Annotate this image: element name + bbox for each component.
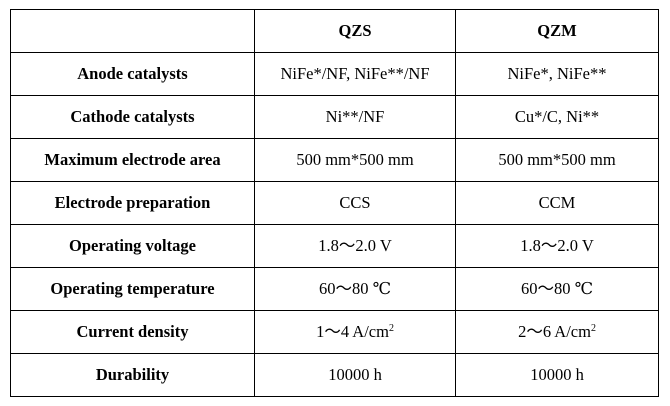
table-row: Durability 10000 h 10000 h — [10, 353, 659, 397]
cell-qzs-electrode-preparation: CCS — [254, 181, 456, 225]
cell-qzm-current-density: 2～6 A/cm2 — [455, 310, 659, 354]
header-qzm: QZM — [455, 9, 659, 53]
cell-qzm-cathode-catalysts: Cu*/C, Ni** — [455, 95, 659, 139]
row-label-electrode-preparation: Electrode preparation — [10, 181, 255, 225]
table-row: Current density 1～4 A/cm2 2～6 A/cm2 — [10, 310, 659, 354]
table-row: Electrode preparation CCS CCM — [10, 181, 659, 225]
table-row: Operating voltage 1.8～2.0 V 1.8～2.0 V — [10, 224, 659, 268]
table-header-row: QZS QZM — [10, 9, 659, 53]
cell-qzs-current-density: 1～4 A/cm2 — [254, 310, 456, 354]
cell-qzm-anode-catalysts: NiFe*, NiFe** — [455, 52, 659, 96]
cell-qzm-operating-voltage: 1.8～2.0 V — [455, 224, 659, 268]
cell-qzs-maximum-electrode-area: 500 mm*500 mm — [254, 138, 456, 182]
table-row: Operating temperature 60～80 ℃ 60～80 ℃ — [10, 267, 659, 311]
cell-qzm-maximum-electrode-area: 500 mm*500 mm — [455, 138, 659, 182]
superscript-exponent: 2 — [388, 322, 394, 334]
header-corner-cell — [10, 9, 255, 53]
table-row: Cathode catalysts Ni**/NF Cu*/C, Ni** — [10, 95, 659, 139]
cell-qzm-operating-temperature: 60～80 ℃ — [455, 267, 659, 311]
row-label-anode-catalysts: Anode catalysts — [10, 52, 255, 96]
superscript-exponent: 2 — [590, 322, 596, 334]
row-label-durability: Durability — [10, 353, 255, 397]
header-qzs: QZS — [254, 9, 456, 53]
cell-qzs-durability: 10000 h — [254, 353, 456, 397]
cell-qzs-operating-voltage: 1.8～2.0 V — [254, 224, 456, 268]
cell-qzs-anode-catalysts: NiFe*/NF, NiFe**/NF — [254, 52, 456, 96]
row-label-current-density: Current density — [10, 310, 255, 354]
cell-qzm-durability: 10000 h — [455, 353, 659, 397]
cell-qzs-current-density-text: 1～4 A/cm — [316, 321, 389, 341]
table-row: Maximum electrode area 500 mm*500 mm 500… — [10, 138, 659, 182]
cell-qzs-operating-temperature: 60～80 ℃ — [254, 267, 456, 311]
cell-qzm-current-density-text: 2～6 A/cm — [518, 321, 591, 341]
cell-qzm-electrode-preparation: CCM — [455, 181, 659, 225]
row-label-maximum-electrode-area: Maximum electrode area — [10, 138, 255, 182]
row-label-operating-voltage: Operating voltage — [10, 224, 255, 268]
comparison-table: QZS QZM Anode catalysts NiFe*/NF, NiFe**… — [10, 9, 659, 397]
table-row: Anode catalysts NiFe*/NF, NiFe**/NF NiFe… — [10, 52, 659, 96]
row-label-operating-temperature: Operating temperature — [10, 267, 255, 311]
row-label-cathode-catalysts: Cathode catalysts — [10, 95, 255, 139]
cell-qzs-cathode-catalysts: Ni**/NF — [254, 95, 456, 139]
